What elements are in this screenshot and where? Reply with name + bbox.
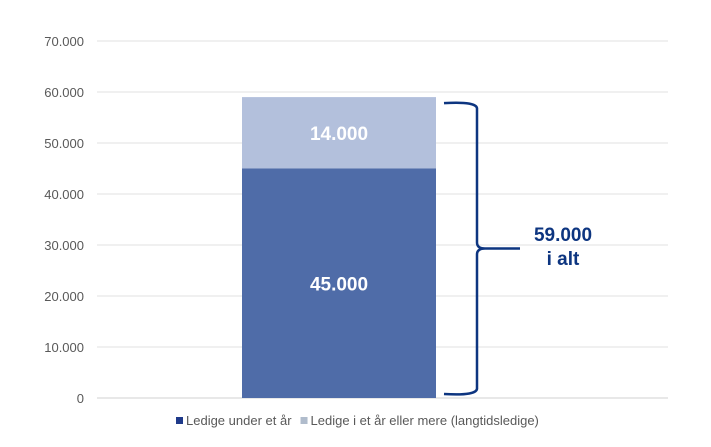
y-tick-label: 10.000 [44,340,84,355]
y-tick-label: 0 [77,391,84,406]
legend-marker [300,417,308,424]
total-label: 59.000 [534,225,592,246]
legend-marker [176,417,183,424]
data-label: 14.000 [310,124,368,145]
y-tick-label: 70.000 [44,34,84,49]
bar-segment [242,97,436,169]
data-label: 45.000 [310,274,368,295]
y-tick-label: 30.000 [44,238,84,253]
y-tick-label: 60.000 [44,85,84,100]
y-tick-label: 40.000 [44,187,84,202]
y-tick-label: 20.000 [44,289,84,304]
bar-segment [242,168,436,398]
total-sublabel: i alt [547,249,580,270]
brace [443,101,520,396]
legend-label: Ledige under et år [186,413,292,428]
legend-label: Ledige i et år eller mere (langtidsledig… [311,413,539,428]
y-tick-label: 50.000 [44,136,84,151]
